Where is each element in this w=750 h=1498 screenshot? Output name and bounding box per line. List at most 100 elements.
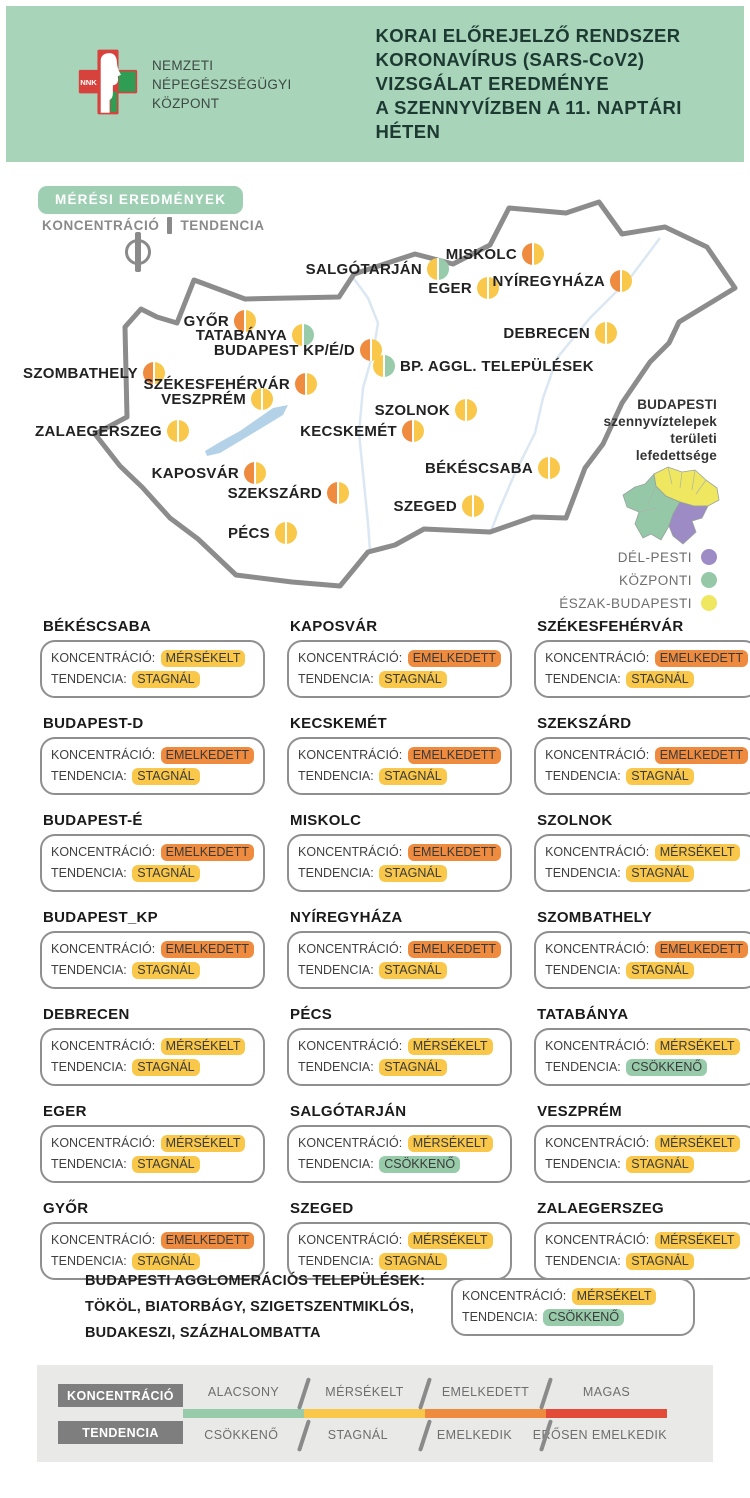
hungary-border (92, 199, 738, 589)
tendencia-value: STAGNÁL (132, 962, 200, 979)
organization-name: NEMZETI NÉPEGÉSZSÉGÜGYI KÖZPONT (152, 56, 292, 113)
measurement-card: KONCENTRÁCIÓ: MÉRSÉKELT TENDENCIA: STAGNÁ… (40, 640, 266, 698)
budapest-inset-map (622, 466, 720, 545)
org-line: NÉPEGÉSZSÉGÜGYI (152, 76, 292, 92)
map-city-label: TATABÁNYA (195, 326, 287, 344)
map-city-miskolc: MISKOLC (446, 243, 544, 265)
tendencia-value: STAGNÁL (626, 768, 694, 785)
card-city-name: NYÍREGYHÁZA (290, 909, 403, 926)
title-line: A SZENNYVÍZBEN A 11. NAPTÁRI HÉTEN (375, 97, 682, 142)
koncentracio-value: MÉRSÉKELT (407, 1135, 493, 1152)
scale-bar-segment-0 (183, 1409, 304, 1418)
scale-row-koncentracio: ALACSONY MÉRSÉKELT EMELKEDETT MAGAS (183, 1380, 667, 1404)
tendencia-value: STAGNÁL (379, 768, 447, 785)
map-city-label: ZALAEGERSZEG (35, 422, 162, 440)
koncentracio-value: EMELKEDETT (654, 650, 749, 667)
tendencia-label: TENDENCIA: (545, 866, 621, 880)
tendencia-value: STAGNÁL (626, 962, 694, 979)
koncentracio-line: KONCENTRÁCIÓ: MÉRSÉKELT (298, 1036, 501, 1057)
tendencia-line: TENDENCIA: STAGNÁL (545, 863, 748, 884)
measurement-card: KONCENTRÁCIÓ: MÉRSÉKELT TENDENCIA: STAGNÁ… (40, 1028, 266, 1086)
map-city-debrecen: DEBRECEN (503, 322, 617, 344)
tendencia-value: STAGNÁL (132, 1253, 200, 1270)
measurement-card: KONCENTRÁCIÓ: EMELKEDETT TENDENCIA: STAGN… (287, 834, 513, 892)
inset-legend-label: DÉL-PESTI (617, 549, 692, 565)
koncentracio-label: KONCENTRÁCIÓ: (51, 651, 156, 665)
koncentracio-line: KONCENTRÁCIÓ: MÉRSÉKELT (298, 1230, 501, 1251)
map-city-bekescsaba: BÉKÉSCSABA (425, 457, 560, 479)
map-city-gyor: GYŐR (184, 310, 256, 332)
scale-bar-segment-3 (546, 1409, 667, 1418)
card-city-name: BÉKÉSCSABA (43, 618, 152, 635)
card-city-name: BUDAPEST-D (43, 715, 144, 732)
tendencia-line: TENDENCIA: STAGNÁL (298, 863, 501, 884)
koncentracio-label: KONCENTRÁCIÓ: (545, 748, 650, 762)
koncentracio-tendencia-dot (522, 243, 544, 265)
map-city-bp-aggl-telepulesek: BP. AGGL. TELEPÜLÉSEK (373, 355, 594, 377)
measurement-card: KONCENTRÁCIÓ: MÉRSÉKELT TENDENCIA: STAGNÁ… (287, 1222, 513, 1280)
koncentracio-value: MÉRSÉKELT (654, 1135, 740, 1152)
koncentracio-tendencia-dot (292, 324, 314, 346)
map-city-budapest-kp-e-d: BUDAPEST KP/É/D (214, 339, 382, 361)
city-card-pecs: PÉCS KONCENTRÁCIÓ: MÉRSÉKELT TENDENCIA: ST… (287, 1006, 513, 1086)
koncentracio-label: KONCENTRÁCIÓ: (298, 651, 403, 665)
tendencia-label: TENDENCIA: (298, 1157, 374, 1171)
tendencia-value: STAGNÁL (626, 1253, 694, 1270)
measurement-card: KONCENTRÁCIÓ: EMELKEDETT TENDENCIA: STAGN… (40, 737, 266, 795)
inset-legend-item-kozponti: KÖZPONTI (559, 572, 717, 588)
nnk-logo-graphic: NNK (78, 49, 138, 114)
inset-legend-color-dot (701, 549, 717, 565)
budapest-inset-title: BUDAPESTI szennyvíztelepek területi lefe… (603, 397, 717, 463)
tendencia-label: TENDENCIA: (545, 1254, 621, 1268)
koncentracio-value: EMELKEDETT (160, 1232, 255, 1249)
tendencia-value: STAGNÁL (379, 1253, 447, 1270)
koncentracio-line: KONCENTRÁCIÓ: MÉRSÉKELT (51, 1133, 254, 1154)
agglomeration-text: BUDAPESTI AGGLOMERÁCIÓS TELEPÜLÉSEK: TÖK… (85, 1273, 426, 1342)
tendencia-label: TENDENCIA: (545, 672, 621, 686)
koncentracio-tendencia-dot (373, 355, 395, 377)
tendencia-line: TENDENCIA: STAGNÁL (51, 960, 254, 981)
koncentracio-value: MÉRSÉKELT (654, 1038, 740, 1055)
map-city-label: EGER (428, 279, 472, 297)
koncentracio-line: KONCENTRÁCIÓ: MÉRSÉKELT (545, 1133, 748, 1154)
map-city-label: SALGÓTARJÁN (305, 260, 422, 278)
map-city-label: SZEGED (393, 497, 457, 515)
koncentracio-value: EMELKEDETT (160, 747, 255, 764)
scale-level-mersekelt: MÉRSÉKELT (325, 1385, 404, 1399)
city-card-eger: EGER KONCENTRÁCIÓ: MÉRSÉKELT TENDENCIA: ST… (40, 1103, 266, 1183)
koncentracio-tendencia-dot (143, 362, 165, 384)
measurement-card: KONCENTRÁCIÓ: MÉRSÉKELT TENDENCIA: STAGNÁ… (534, 834, 750, 892)
koncentracio-line: KONCENTRÁCIÓ: MÉRSÉKELT (545, 1036, 748, 1057)
map-city-eger: EGER (428, 277, 499, 299)
scale-level-magas: MAGAS (582, 1385, 631, 1399)
measurement-card: KONCENTRÁCIÓ: MÉRSÉKELT TENDENCIA: CSÖKKE… (534, 1028, 750, 1086)
card-city-name: TATABÁNYA (537, 1006, 629, 1023)
koncentracio-label: KONCENTRÁCIÓ: (545, 1233, 650, 1247)
measurement-card: KONCENTRÁCIÓ: MÉRSÉKELT TENDENCIA: CSÖKKE… (287, 1125, 513, 1183)
koncentracio-value: MÉRSÉKELT (571, 1288, 657, 1306)
scale-level-csokkeno: CSÖKKENŐ (204, 1428, 279, 1442)
tendencia-label: TENDENCIA: (51, 1060, 127, 1074)
koncentracio-label: KONCENTRÁCIÓ: (51, 1233, 156, 1247)
koncentracio-tendencia-dot (477, 277, 499, 299)
tendencia-value: CSÖKKENŐ (379, 1156, 461, 1173)
koncentracio-line: KONCENTRÁCIÓ: EMELKEDETT (298, 842, 502, 863)
koncentracio-tendencia-dot (251, 388, 273, 410)
measurement-card: KONCENTRÁCIÓ: EMELKEDETT TENDENCIA: STAGN… (40, 931, 266, 989)
logo-green-arm (118, 70, 136, 92)
map-city-salgotarjan: SALGÓTARJÁN (306, 258, 449, 280)
tendencia-line: TENDENCIA: STAGNÁL (51, 669, 254, 690)
koncentracio-value: EMELKEDETT (407, 650, 502, 667)
scale-bar-segment-1 (304, 1409, 425, 1418)
koncentracio-value: MÉRSÉKELT (160, 1038, 246, 1055)
tendencia-value: STAGNÁL (379, 962, 447, 979)
koncentracio-tendencia-dot (275, 522, 297, 544)
city-card-budapest-d: BUDAPEST-D KONCENTRÁCIÓ: EMELKEDETT TENDEN… (40, 715, 266, 795)
scale-bar-segment-2 (425, 1409, 546, 1418)
koncentracio-label: KONCENTRÁCIÓ: (545, 1136, 650, 1150)
tendencia-line: TENDENCIA: STAGNÁL (545, 766, 748, 787)
koncentracio-value: EMELKEDETT (160, 844, 255, 861)
map-city-label: DEBRECEN (503, 324, 590, 342)
measurement-card: KONCENTRÁCIÓ: EMELKEDETT TENDENCIA: STAGN… (534, 737, 750, 795)
tendencia-label: TENDENCIA: (298, 1254, 374, 1268)
